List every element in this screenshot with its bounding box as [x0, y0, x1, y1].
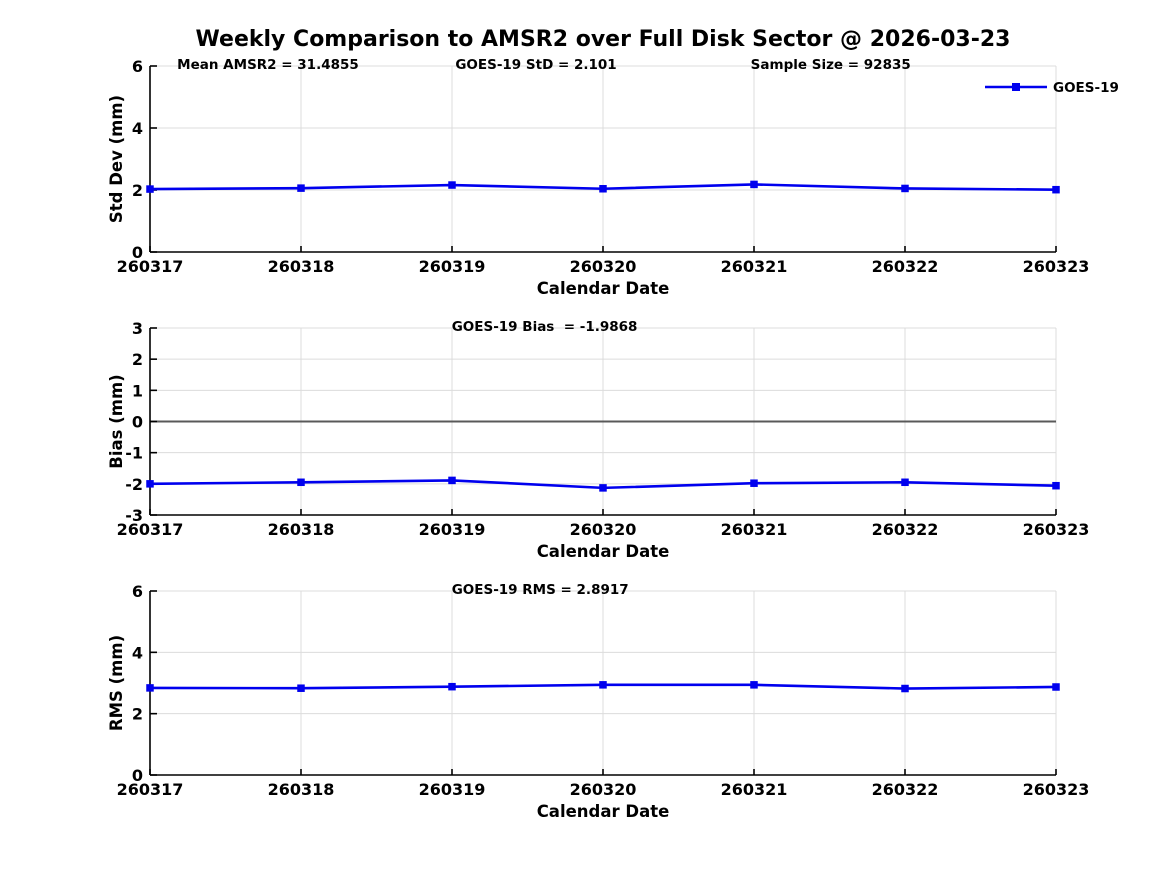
figure-title: Weekly Comparison to AMSR2 over Full Dis…: [195, 27, 1011, 52]
x-tick-label: 260318: [268, 257, 335, 276]
data-point-marker: [599, 681, 607, 689]
data-point-marker: [901, 184, 909, 193]
y-axis-label: Std Dev (mm): [107, 95, 126, 223]
y-axis-label: RMS (mm): [107, 635, 126, 731]
x-tick-label: 260321: [721, 257, 788, 276]
data-point-marker: [750, 681, 758, 689]
y-tick-label: -2: [125, 475, 143, 494]
data-point-marker: [1052, 185, 1060, 194]
chart-bias: 260317 260318 260319 260320 260321 260322 2603…: [107, 319, 1089, 561]
y-axis-label: Bias (mm): [107, 374, 126, 468]
data-point-marker: [146, 684, 154, 692]
data-point-marker: [297, 478, 305, 487]
y-tick-label: 4: [132, 643, 143, 662]
data-point-marker: [599, 185, 607, 193]
x-tick-label: 260317: [117, 780, 184, 799]
data-point-marker: [146, 185, 154, 193]
y-tick-label: 2: [132, 350, 143, 369]
stat-annotation: GOES-19 Bias = -1.9868: [452, 319, 638, 335]
stat-annotation: GOES-19 RMS = 2.8917: [452, 582, 629, 598]
y-tick-label: -1: [125, 444, 143, 463]
data-point-marker: [448, 476, 456, 485]
grid: [149, 65, 1057, 253]
x-tick-label: 260321: [721, 520, 788, 539]
chart-std-dev: 260317 260318 260319 260320 260321 260322 2603…: [107, 57, 1119, 298]
x-tick-label: 260323: [1023, 257, 1090, 276]
x-axis-label: Calendar Date: [537, 279, 670, 298]
y-tick-label: 0: [132, 243, 143, 262]
y-tick-label: 3: [132, 319, 143, 338]
stat-annotation: Mean AMSR2 = 31.4855: [177, 57, 359, 73]
data-point-marker: [448, 682, 456, 691]
y-tick-label: 1: [132, 381, 143, 400]
x-axis-label: Calendar Date: [537, 802, 670, 821]
data-point-marker: [297, 684, 305, 692]
x-tick-label: 260318: [268, 780, 335, 799]
x-tick-label: 260323: [1023, 780, 1090, 799]
x-tick-label: 260319: [419, 520, 486, 539]
y-tick-label: 2: [132, 181, 143, 200]
x-tick-label: 260323: [1023, 520, 1090, 539]
x-tick-label: 260322: [872, 257, 939, 276]
y-tick-label: 6: [132, 582, 143, 601]
x-tick-label: 260320: [570, 520, 637, 539]
data-point-marker: [599, 484, 607, 492]
y-tick-label: 6: [132, 57, 143, 76]
data-point-marker: [750, 479, 758, 487]
legend-label: GOES-19: [1053, 80, 1119, 96]
x-tick-label: 260320: [570, 257, 637, 276]
y-tick-label: 4: [132, 119, 143, 138]
x-axis-label: Calendar Date: [537, 542, 670, 561]
x-tick-label: 260320: [570, 780, 637, 799]
stat-annotation: Sample Size = 92835: [751, 57, 911, 73]
x-tick-label: 260322: [872, 520, 939, 539]
y-tick-label: 0: [132, 413, 143, 432]
x-tick-label: 260317: [117, 520, 184, 539]
legend-marker: [1012, 83, 1020, 91]
data-point-marker: [146, 480, 154, 488]
x-tick-label: 260322: [872, 780, 939, 799]
y-tick-label: 0: [132, 766, 143, 785]
stat-annotation: GOES-19 StD = 2.101: [455, 57, 616, 73]
legend: GOES-19: [985, 80, 1119, 96]
x-tick-label: 260319: [419, 780, 486, 799]
y-tick-label: 2: [132, 705, 143, 724]
data-point-marker: [750, 180, 758, 189]
data-point-marker: [901, 478, 909, 487]
x-tick-label: 260321: [721, 780, 788, 799]
data-point-marker: [1052, 481, 1060, 490]
x-tick-label: 260317: [117, 257, 184, 276]
x-tick-label: 260319: [419, 257, 486, 276]
data-point-marker: [297, 184, 305, 192]
y-tick-label: -3: [125, 506, 143, 525]
x-tick-label: 260318: [268, 520, 335, 539]
data-point-marker: [1052, 683, 1060, 691]
data-point-marker: [448, 181, 456, 189]
data-point-marker: [901, 684, 909, 693]
chart-rms: 260317 260318 260319 260320 260321 260322 2603…: [107, 582, 1089, 821]
